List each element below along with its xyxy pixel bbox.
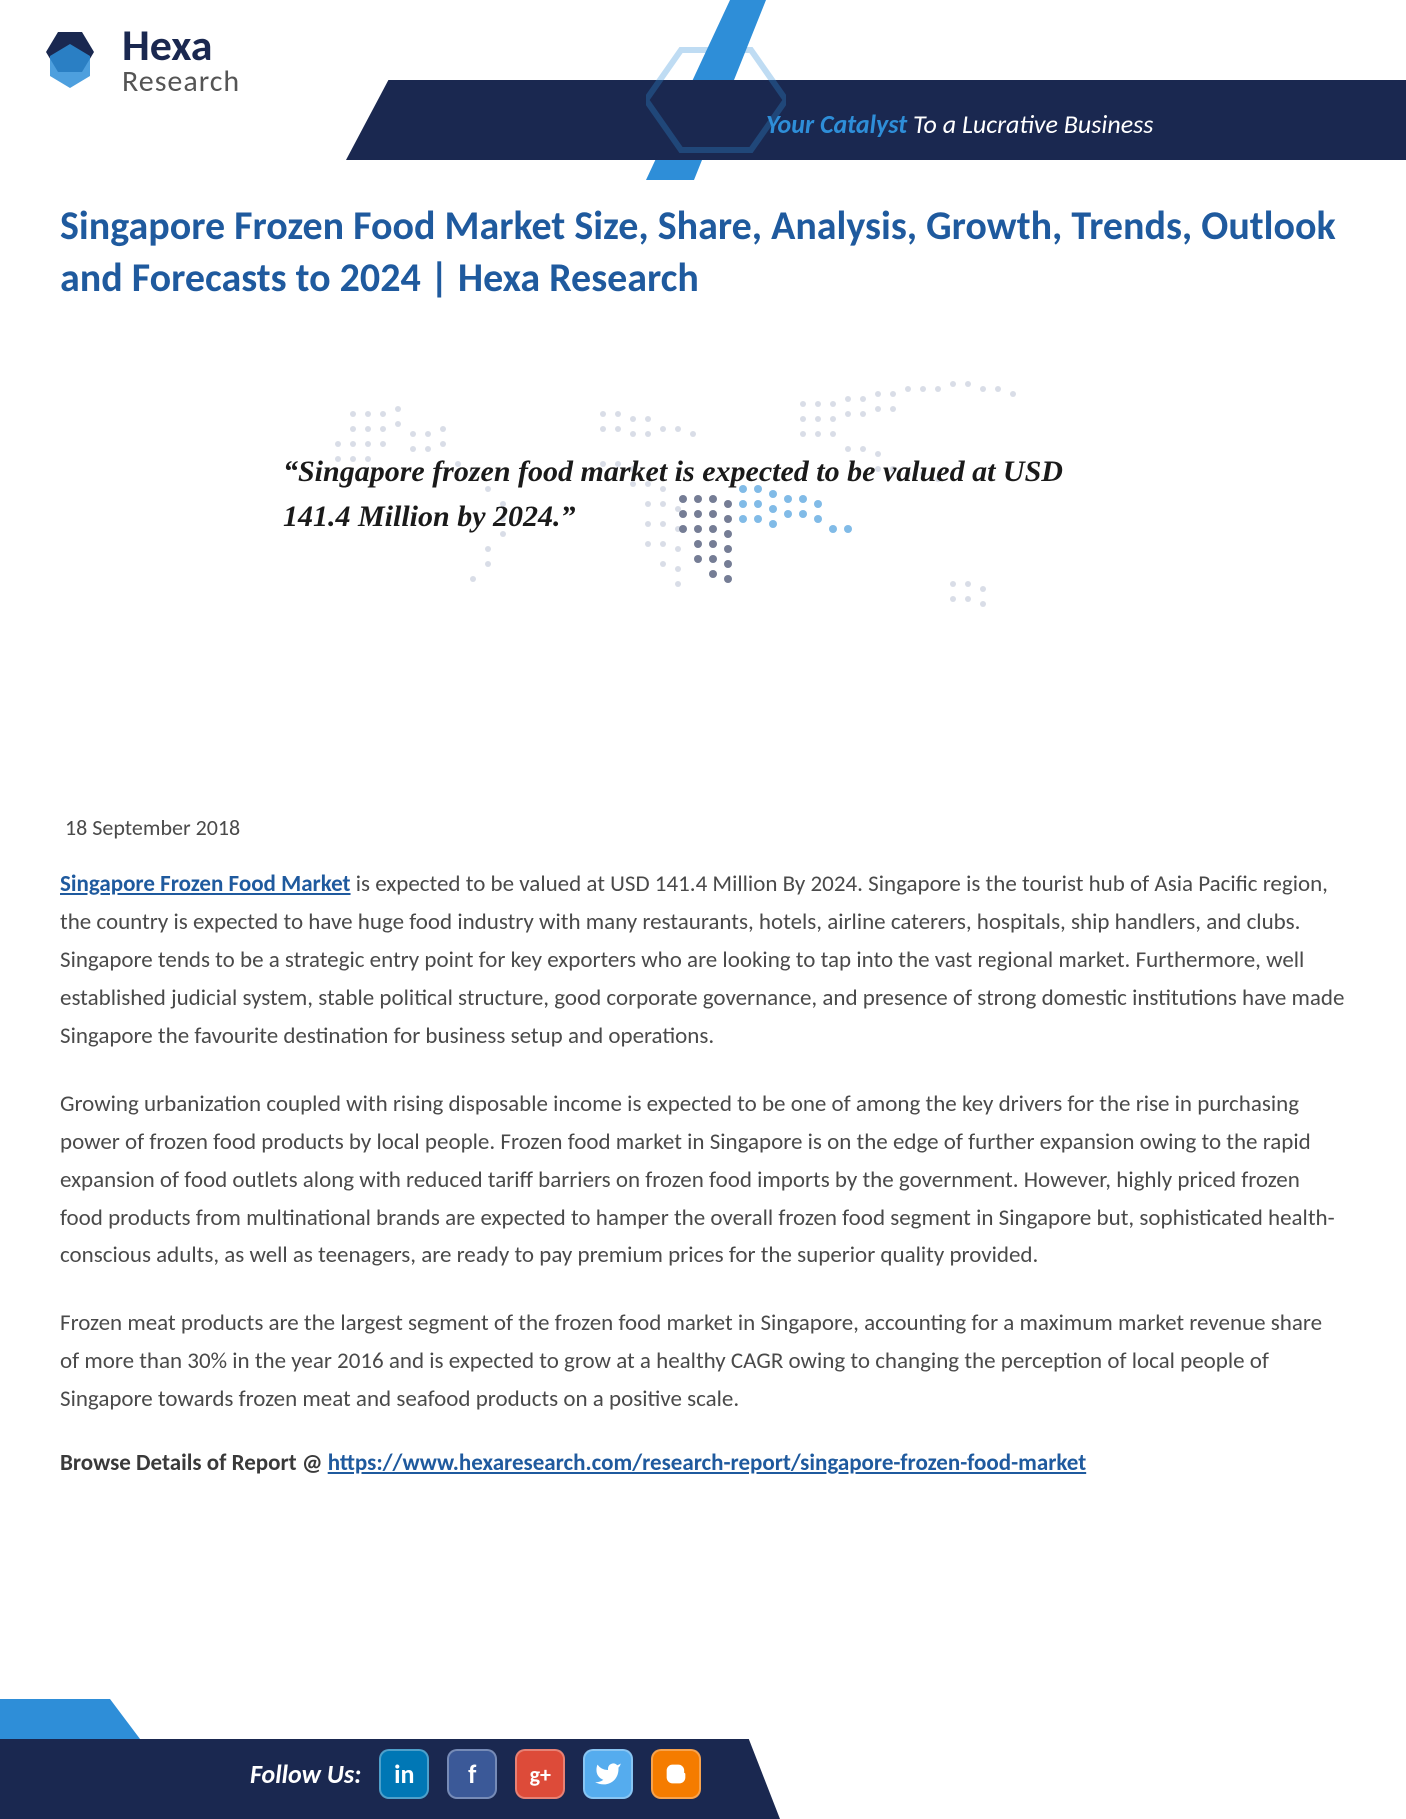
world-map-background bbox=[253, 334, 1153, 774]
page-footer: Follow Us: in f g+ bbox=[0, 1699, 1406, 1819]
page-header: Hexa Research Your Catalyst To a Lucrati… bbox=[0, 0, 1406, 180]
tagline: Your Catalyst To a Lucrative Business bbox=[766, 108, 1153, 140]
publish-date: 18 September 2018 bbox=[0, 774, 1406, 851]
logo-text-research: Research bbox=[122, 67, 240, 97]
page-title: Singapore Frozen Food Market Size, Share… bbox=[0, 180, 1406, 334]
follow-us-label: Follow Us: bbox=[250, 1758, 361, 1790]
hexagon-decoration-icon bbox=[646, 40, 786, 160]
paragraph-1: Singapore Frozen Food Market is expected… bbox=[0, 851, 1406, 1071]
header-banner: Your Catalyst To a Lucrative Business bbox=[346, 0, 1406, 180]
hero-section: “Singapore frozen food market is expecte… bbox=[0, 334, 1406, 774]
paragraph-2: Growing urbanization coupled with rising… bbox=[0, 1071, 1406, 1291]
facebook-icon[interactable]: f bbox=[447, 1749, 497, 1799]
logo: Hexa Research bbox=[30, 20, 240, 100]
market-link[interactable]: Singapore Frozen Food Market bbox=[60, 870, 351, 898]
linkedin-icon[interactable]: in bbox=[379, 1749, 429, 1799]
hero-quote: “Singapore frozen food market is expecte… bbox=[283, 449, 1063, 539]
paragraph-3: Frozen meat products are the largest seg… bbox=[0, 1290, 1406, 1434]
logo-text-hexa: Hexa bbox=[122, 23, 240, 67]
blogger-icon[interactable] bbox=[651, 1749, 701, 1799]
hexa-logo-icon bbox=[30, 20, 110, 100]
browse-details: Browse Details of Report @ https://www.h… bbox=[0, 1434, 1406, 1492]
twitter-icon[interactable] bbox=[583, 1749, 633, 1799]
googleplus-icon[interactable]: g+ bbox=[515, 1749, 565, 1799]
report-url-link[interactable]: https://www.hexaresearch.com/research-re… bbox=[328, 1449, 1086, 1477]
